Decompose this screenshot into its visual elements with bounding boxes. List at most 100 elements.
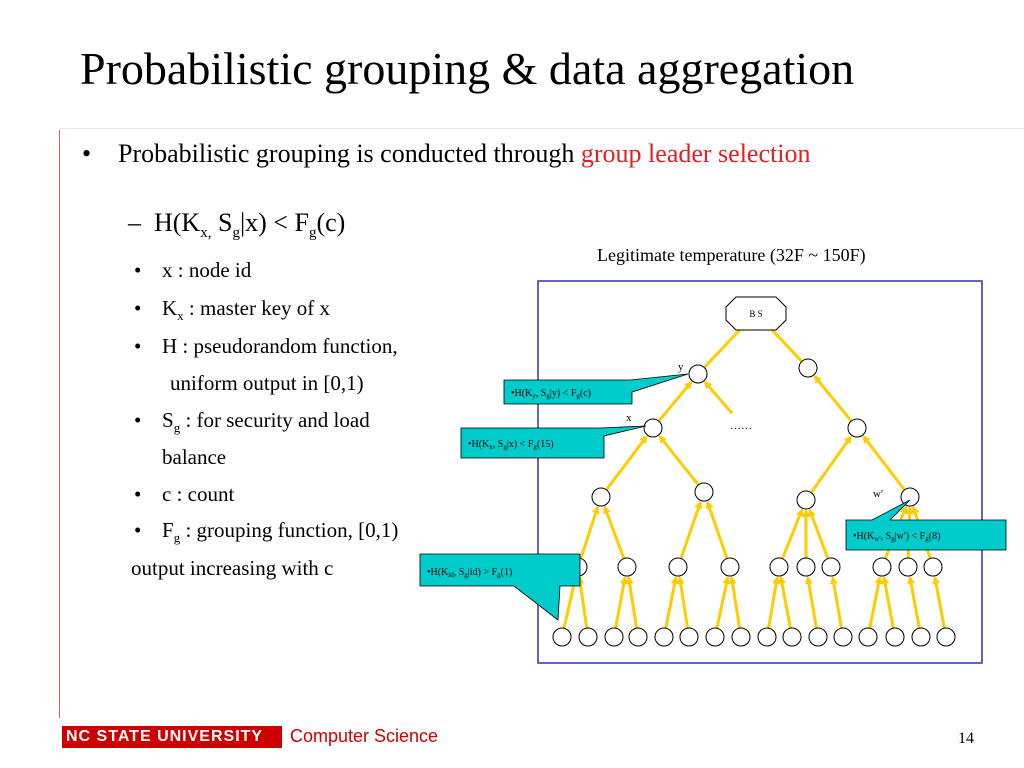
continuation-text: uniform output in [0,1) <box>170 371 364 395</box>
tree-edge <box>809 435 852 494</box>
callout-id: •H(Kid, Sg|id) > Fg(1) <box>419 553 581 621</box>
tree-nodes <box>552 358 956 647</box>
sensor-node <box>731 627 751 647</box>
base-station-label: B S <box>749 309 762 319</box>
diagram-caption: Legitimate temperature (32F ~ 150F) <box>597 245 866 265</box>
tree-edge <box>881 575 895 629</box>
sensor-node <box>617 557 637 577</box>
sensor-node <box>705 627 725 647</box>
sensor-node <box>654 627 674 647</box>
formula-sub: g <box>308 225 317 242</box>
callout-y: •H(Ky, Sg|y) < Fg(c) <box>503 373 689 405</box>
tree-edge <box>804 575 818 629</box>
sensor-node <box>847 418 867 438</box>
bullet-dot: • <box>82 139 92 168</box>
tree-edge <box>576 575 589 629</box>
department-name: Computer Science <box>290 726 439 746</box>
dash: – <box>128 208 141 237</box>
tree-edge <box>780 508 804 560</box>
sensor-node <box>796 490 816 510</box>
svg-text:•H(Kid, Sg|id) > Fg(1): •H(Kid, Sg|id) > Fg(1) <box>427 567 512 579</box>
tree-edge <box>658 435 700 486</box>
sensor-node <box>782 627 802 647</box>
tree-edge <box>657 380 693 423</box>
top-divider <box>59 128 1024 129</box>
formula-subbullet: – H(Kx, Sg|x) < Fg(c) <box>128 208 345 242</box>
sensor-node <box>898 557 918 577</box>
tree-edge <box>813 374 853 422</box>
tree-edge <box>767 575 781 629</box>
sensor-node <box>808 627 828 647</box>
sensor-node <box>885 627 905 647</box>
sensor-node <box>821 557 841 577</box>
university-logo: NC STATE UNIVERSITY <box>62 726 282 748</box>
sensor-node <box>833 627 853 647</box>
tree-edge <box>703 380 734 415</box>
svg-text:•H(Kw', Sg|w') < Fg(8): •H(Kw', Sg|w') < Fg(8) <box>853 531 940 543</box>
formula-part: (c) <box>316 208 346 237</box>
sensor-node <box>643 418 663 438</box>
tree-edge <box>625 575 639 629</box>
tree-edge <box>907 575 921 629</box>
sensor-node <box>668 557 688 577</box>
sensor-node <box>872 557 892 577</box>
sensor-node <box>591 487 611 507</box>
left-divider <box>59 130 60 718</box>
label-w: w' <box>873 488 883 500</box>
slide-title: Probabilistic grouping & data aggregatio… <box>80 43 855 94</box>
svg-text:•H(Kx, Sg|x) < Fg(15): •H(Kx, Sg|x) < Fg(15) <box>468 439 554 451</box>
ellipsis-label: …… <box>730 420 752 432</box>
tree-edge <box>868 575 883 629</box>
sensor-node <box>578 627 598 647</box>
callout-w: •H(Kw', Sg|w') < Fg(8) <box>845 499 1007 551</box>
tree-edge <box>705 500 729 559</box>
tree-edge <box>664 575 679 629</box>
tree-edge <box>778 575 792 629</box>
sensor-node <box>604 627 624 647</box>
continuation-text: balance <box>162 445 227 469</box>
tree-edge <box>605 435 648 491</box>
tree-edge <box>728 575 742 629</box>
label-y: y <box>678 361 684 373</box>
sensor-node <box>694 482 714 502</box>
tree-edge <box>715 575 731 629</box>
continuation-text: output increasing with c <box>131 556 334 580</box>
sensor-node <box>679 627 699 647</box>
svg-text:•H(Ky, Sg|y) < Fg(c): •H(Ky, Sg|y) < Fg(c) <box>511 388 591 400</box>
tree-edge <box>808 508 830 560</box>
tree-edge <box>676 575 690 629</box>
sensor-node <box>923 557 943 577</box>
sensor-node <box>628 627 648 647</box>
sensor-node <box>552 627 572 647</box>
bullet-plain-text: Probabilistic grouping is conducted thro… <box>118 139 581 168</box>
highlight-text: group leader selection <box>580 139 811 168</box>
tree-edge <box>932 575 946 629</box>
bullet-text: Probabilistic grouping is conducted thro… <box>118 137 908 171</box>
tree-edge <box>765 323 803 363</box>
formula-sub: g <box>232 225 240 242</box>
sensor-node <box>769 557 789 577</box>
tree-edge <box>703 323 747 369</box>
sensor-node <box>688 364 708 384</box>
tree-edges <box>562 323 946 629</box>
formula-part: H(K <box>154 208 201 237</box>
tree-edge <box>579 505 600 559</box>
callout-x: •H(Kx, Sg|x) < Fg(15) <box>460 425 647 459</box>
tree-edge <box>679 500 703 559</box>
sensor-node <box>936 627 956 647</box>
sensor-node <box>798 358 818 378</box>
formula-part: S <box>211 208 233 237</box>
sensor-node <box>720 557 740 577</box>
tree-edge <box>829 575 843 629</box>
tree-edge <box>862 435 906 491</box>
formula-part: |x) < F <box>239 208 309 237</box>
sensor-node <box>858 627 878 647</box>
sensor-node <box>757 627 777 647</box>
diagram-border <box>537 280 983 664</box>
label-x: x <box>626 412 632 424</box>
sensor-node <box>796 557 816 577</box>
formula-sub: x, <box>200 225 212 242</box>
tree-edge <box>603 505 626 560</box>
sensor-node <box>900 487 920 507</box>
